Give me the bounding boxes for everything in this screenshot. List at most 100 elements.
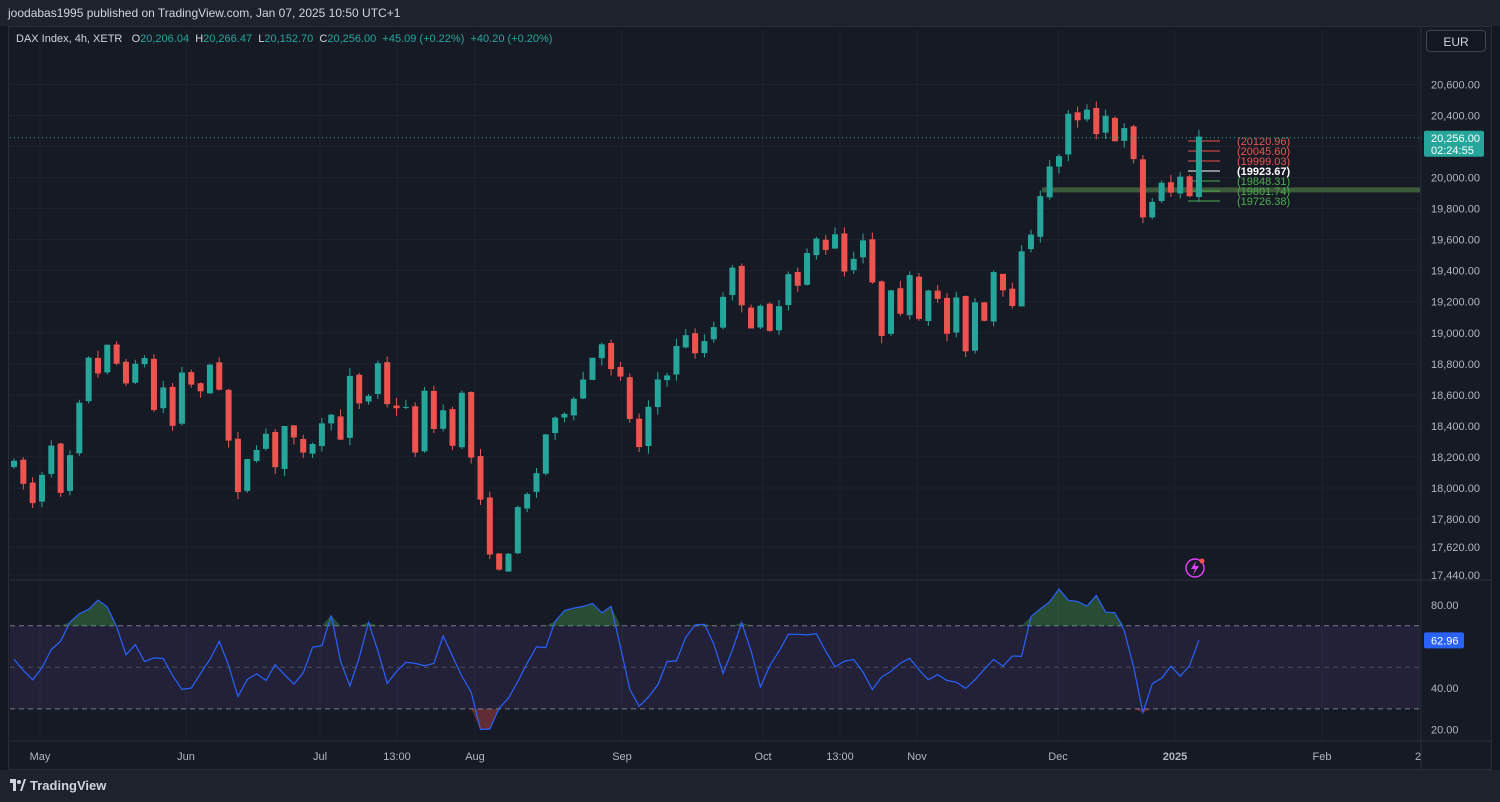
candle-body [337, 416, 344, 440]
candle-body [1139, 159, 1146, 218]
candle-body [1102, 115, 1109, 133]
candle [785, 271, 792, 311]
candle-body [281, 425, 288, 469]
level-label: (20045.60) [1237, 146, 1290, 158]
candle-body [440, 410, 447, 429]
candle [1158, 180, 1165, 203]
candle [346, 368, 353, 446]
candle [262, 428, 269, 451]
candle-body [1186, 176, 1193, 197]
candle-body [552, 417, 559, 433]
candle [309, 442, 316, 459]
candle [356, 372, 363, 410]
candle [766, 302, 773, 332]
candle-body [654, 379, 661, 408]
time-axis: May Jun Jul 13:00 Aug Sep Oct 13:00 Nov Dec 2025 Fe… [30, 751, 1421, 763]
candle [1093, 101, 1100, 140]
candle-body [673, 346, 680, 375]
lightning-icon-bolt [1191, 561, 1199, 575]
candle [244, 458, 251, 493]
time-tick-label: Sep [612, 751, 632, 763]
candle-body [785, 274, 792, 306]
support-zone [1042, 187, 1420, 193]
candle [860, 233, 867, 264]
candle-body [888, 290, 895, 334]
candle-body [197, 383, 204, 392]
candle-body [813, 238, 820, 256]
candle-body [934, 290, 941, 299]
candle [804, 248, 811, 286]
currency-button[interactable]: EUR [1426, 30, 1486, 52]
candle-body [1018, 251, 1025, 307]
candle-body [66, 455, 73, 491]
candle-body [318, 423, 325, 447]
candle-body [710, 327, 717, 340]
price-axis: 17,440.00 17,620.00 17,800.00 18,000.00 18,2… [1431, 79, 1480, 581]
candle [1046, 160, 1053, 200]
candle-body [160, 387, 167, 409]
candle [94, 350, 101, 378]
footer-bar: TradingView [0, 770, 1500, 802]
candle [841, 227, 848, 277]
candle-body [990, 272, 997, 322]
candle-body [178, 372, 185, 424]
candle [1102, 109, 1109, 140]
candle [524, 492, 531, 513]
candle-body [402, 406, 409, 408]
candle [1121, 123, 1128, 148]
candle [384, 356, 391, 408]
candle [1177, 172, 1184, 199]
candle-body [682, 335, 689, 348]
candle [440, 404, 447, 432]
candle-body [1177, 176, 1184, 194]
lightning-icon[interactable] [1185, 558, 1205, 578]
candle-body [757, 305, 764, 328]
candle [822, 234, 829, 255]
candle-body [1121, 128, 1128, 141]
candle [11, 458, 17, 469]
candle [402, 399, 409, 410]
candle [225, 388, 232, 448]
time-tick-label: Jul [313, 751, 327, 763]
time-tick-label: May [30, 751, 51, 763]
candle [1130, 124, 1137, 164]
candle-body [477, 456, 484, 500]
candle [1009, 282, 1016, 309]
high-value: 20,266.47 [203, 33, 253, 45]
candle [636, 413, 643, 453]
price-tick-label: 19,200.00 [1431, 297, 1480, 309]
candle [66, 450, 73, 496]
candle [999, 273, 1006, 297]
candle-body [225, 389, 232, 441]
tradingview-logo[interactable]: TradingView [10, 778, 106, 793]
candle [253, 445, 260, 463]
candle-body [150, 358, 157, 411]
candle [738, 263, 745, 313]
candle [589, 357, 596, 380]
candle-body [365, 395, 372, 402]
candle-body [1093, 108, 1100, 135]
candle-body [290, 425, 297, 438]
level-label: (19801.74) [1237, 186, 1290, 198]
lightning-icon-ring [1185, 558, 1205, 578]
candle-body [850, 258, 857, 271]
candle [925, 289, 932, 326]
price-tick-label: 20,400.00 [1431, 110, 1480, 122]
candle-body [449, 409, 456, 446]
candle [1083, 104, 1090, 122]
candle-body [272, 431, 279, 468]
candle-body [971, 302, 978, 351]
candle [561, 412, 568, 423]
candle [878, 280, 885, 344]
candle [160, 380, 167, 414]
lightning-icon-dot [1199, 558, 1205, 564]
rsi-value-label: 62.96 [1431, 635, 1459, 647]
price-tick-label: 20,000.00 [1431, 173, 1480, 185]
candle [514, 505, 521, 555]
candle [104, 344, 111, 375]
candle-body [514, 507, 521, 554]
change2-value: +40.20 (+0.20%) [470, 33, 553, 45]
candle [626, 373, 633, 423]
symbol-name: DAX Index, 4h, XETR [16, 33, 123, 45]
